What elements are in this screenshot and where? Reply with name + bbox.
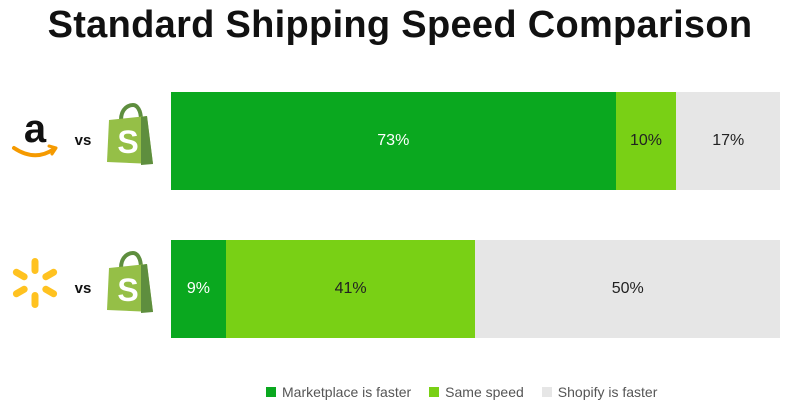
shopify-logo-icon: S xyxy=(107,250,153,313)
bar-segment-marketplace-faster: 9% xyxy=(171,240,226,338)
legend-item-same-speed: Same speed xyxy=(429,384,524,400)
bar-segment-marketplace-faster: 73% xyxy=(171,92,616,190)
vs-label: vs xyxy=(74,280,92,297)
chart-legend: Marketplace is faster Same speed Shopify… xyxy=(266,383,657,401)
amazon-logo-icon: a xyxy=(12,108,58,158)
legend-swatch xyxy=(429,387,440,397)
bar-segment-shopify-faster: 50% xyxy=(475,240,780,338)
svg-text:S: S xyxy=(117,272,138,308)
comparison-row-walmart: vs S 9% 41% 50% xyxy=(0,240,800,338)
shopify-logo-icon: S xyxy=(107,102,153,165)
stacked-bar-walmart: 9% 41% 50% xyxy=(171,240,780,338)
chart-title: Standard Shipping Speed Comparison xyxy=(47,4,753,46)
legend-label: Shopify is faster xyxy=(557,384,658,400)
legend-label: Marketplace is faster xyxy=(282,384,412,400)
legend-swatch xyxy=(266,387,276,397)
comparison-row-amazon: a vs S 73% 10% 17% xyxy=(0,92,800,190)
stacked-bar-amazon: 73% 10% 17% xyxy=(171,92,780,190)
legend-label: Same speed xyxy=(445,384,524,400)
bar-segment-same-speed: 10% xyxy=(615,92,677,190)
svg-text:a: a xyxy=(24,108,47,151)
svg-text:S: S xyxy=(117,124,138,160)
legend-item-shopify-faster: Shopify is faster xyxy=(541,384,658,400)
vs-label: vs xyxy=(74,132,92,149)
bar-segment-same-speed: 41% xyxy=(225,240,476,338)
bar-segment-shopify-faster: 17% xyxy=(676,92,780,190)
walmart-spark-logo-icon xyxy=(12,258,58,308)
legend-item-marketplace-faster: Marketplace is faster xyxy=(266,384,411,400)
legend-swatch xyxy=(541,387,552,397)
